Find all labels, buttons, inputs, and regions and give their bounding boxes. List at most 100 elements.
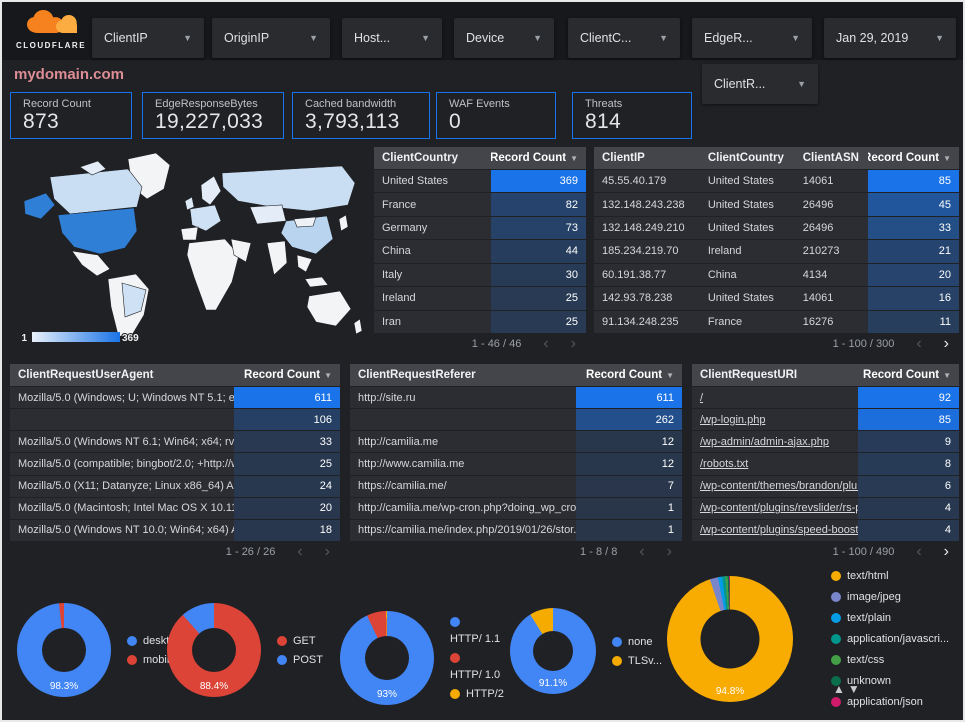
table-row: 45.55.40.179 United States 14061 85 — [594, 169, 959, 193]
dimension-cell[interactable]: /wp-content/plugins/revslider/rs-p... — [700, 502, 858, 515]
legend-sort-toggles[interactable]: ▲▼ — [833, 682, 863, 696]
dimension-cell: Mozilla/5.0 (Windows NT 10.0; Win64; x64… — [18, 524, 234, 537]
table-pagination: 1 - 26 / 26 ‹ › — [10, 541, 340, 562]
filter-host[interactable]: Host... ▼ — [342, 18, 442, 58]
dimension-cell: 4134 — [802, 268, 828, 281]
dimension-cell[interactable]: /wp-content/themes/brandon/plu... — [700, 480, 858, 493]
column-header[interactable]: ClientCountry — [382, 152, 459, 164]
next-page-icon[interactable]: › — [943, 334, 949, 352]
table-row: http://site.ru 611 — [350, 386, 682, 409]
dimension-cell[interactable]: / — [700, 391, 704, 404]
metric-cell: 24 — [234, 475, 340, 497]
dimension-cell: http://camilia.me/wp-cron.php?doing_wp_c… — [358, 502, 576, 515]
dimension-cell[interactable]: /wp-content/plugins/speed-booste... — [700, 524, 858, 537]
page-title: mydomain.com — [14, 66, 125, 83]
chevron-down-icon: ▼ — [935, 33, 944, 43]
legend-item[interactable]: TLSv... — [612, 655, 662, 667]
column-header[interactable]: Record Count ▼ — [586, 369, 674, 381]
table-row: 132.148.243.238 United States 26496 45 — [594, 192, 959, 216]
legend-item[interactable]: HTTP/ 1.0 — [450, 652, 512, 681]
dimension-cell[interactable]: /robots.txt — [700, 457, 749, 470]
date-range-picker[interactable]: Jan 29, 2019 ▼ — [824, 18, 956, 58]
dimension-cell: France — [382, 198, 417, 211]
legend-item[interactable]: text/html — [831, 570, 949, 582]
cloudflare-logo: CLOUDFLARE — [14, 9, 88, 50]
column-header[interactable]: Record Count ▼ — [490, 152, 578, 164]
column-header[interactable]: Record Count ▼ — [244, 369, 332, 381]
legend-item[interactable]: HTTP/ 1.1 — [450, 616, 512, 645]
filter-originip-label: OriginIP — [224, 31, 270, 45]
column-header[interactable]: Record Count ▼ — [867, 152, 951, 164]
legend-item[interactable]: text/plain — [831, 612, 949, 624]
legend-label: none — [628, 635, 653, 648]
legend-dot — [831, 655, 841, 665]
scorecard-value: 0 — [449, 110, 461, 133]
filter-originip[interactable]: OriginIP ▼ — [212, 18, 330, 58]
table-row: Italy 30 — [374, 262, 586, 287]
legend-item[interactable]: none — [612, 636, 662, 648]
legend-label: unknown — [847, 675, 892, 687]
table-row: Mozilla/5.0 (Macintosh; Intel Mac OS X 1… — [10, 496, 340, 519]
table-pagination: 1 - 100 / 490 ‹ › — [692, 541, 959, 562]
dimension-cell: 210273 — [802, 245, 840, 258]
legend-item[interactable]: unknown — [831, 675, 949, 687]
filter-clientcountry[interactable]: ClientC... ▼ — [568, 18, 680, 58]
pagination-range: 1 - 46 / 46 — [471, 337, 522, 350]
dimension-cell[interactable]: /wp-admin/admin-ajax.php — [700, 435, 830, 448]
legend-item[interactable]: application/json — [831, 696, 949, 708]
legend-dot — [831, 592, 841, 602]
legend-item[interactable]: POST — [277, 654, 323, 666]
sort-asc-icon[interactable]: ▲ — [833, 682, 848, 696]
dimension-cell: 45.55.40.179 — [602, 175, 667, 188]
legend-item[interactable]: GET — [277, 635, 323, 647]
method-donut-chart[interactable]: 88.4% — [167, 603, 261, 697]
legend-item[interactable]: image/jpeg — [831, 591, 949, 603]
filter-clientip[interactable]: ClientIP ▼ — [92, 18, 204, 58]
sort-desc-icon[interactable]: ▼ — [847, 682, 863, 696]
legend-dot — [831, 613, 841, 623]
next-page-icon[interactable]: › — [943, 542, 949, 560]
scorecard-label: Cached bandwidth — [305, 98, 397, 110]
legend-label: text/plain — [847, 612, 892, 624]
dimension-cell: Iran — [382, 315, 401, 328]
column-header[interactable]: Record Count ▼ — [863, 369, 951, 381]
column-header[interactable]: ClientRequestUserAgent — [18, 369, 154, 381]
column-header[interactable]: ClientCountry — [707, 152, 784, 164]
scorecard-label: Threats — [585, 98, 623, 110]
table-row: Mozilla/5.0 (Windows NT 10.0; Win64; x64… — [10, 518, 340, 541]
legend-item[interactable]: application/javascri... — [831, 633, 949, 645]
legend-dot — [127, 654, 137, 665]
device-donut-chart[interactable]: 98.3% — [17, 603, 111, 697]
dimension-cell: 16276 — [802, 315, 834, 328]
filter-device[interactable]: Device ▼ — [454, 18, 554, 58]
slice-percent-label: 93% — [376, 689, 397, 700]
protocol-donut-chart[interactable]: 93% — [340, 611, 434, 705]
content-type-donut-chart[interactable]: 94.8% — [667, 576, 793, 702]
metric-cell: 16 — [867, 287, 959, 310]
column-header[interactable]: ClientASN — [802, 152, 859, 164]
table-row: China 44 — [374, 239, 586, 263]
dimension-cell: 132.148.249.210 — [602, 222, 685, 235]
column-header[interactable]: ClientRequestURI — [700, 369, 798, 381]
legend-item[interactable]: HTTP/2 — [450, 688, 512, 700]
prev-page-icon: ‹ — [543, 334, 549, 352]
filter-clientrequest[interactable]: ClientR... ▼ — [702, 64, 818, 104]
svg-text:369: 369 — [122, 333, 139, 344]
metric-cell: 85 — [857, 409, 959, 431]
dimension-cell[interactable]: /wp-login.php — [700, 413, 766, 426]
legend-label: TLSv... — [628, 654, 663, 667]
geo-map-chart[interactable]: 1 369 — [10, 147, 372, 354]
column-header[interactable]: ClientRequestReferer — [358, 369, 476, 381]
table-row: Ireland 25 — [374, 286, 586, 310]
column-header[interactable]: ClientIP — [602, 152, 645, 164]
table-row: /wp-login.php 85 — [692, 408, 959, 431]
tls-donut-chart[interactable]: 91.1% — [510, 608, 596, 694]
dimension-cell: 14061 — [802, 292, 834, 305]
legend-label: application/javascri... — [847, 633, 950, 645]
legend-item[interactable]: text/css — [831, 654, 949, 666]
metric-cell: 85 — [867, 170, 959, 193]
table-row: /wp-content/themes/brandon/plu... 6 — [692, 474, 959, 497]
filter-edgeresponse[interactable]: EdgeR... ▼ — [692, 18, 812, 58]
metric-cell: 92 — [857, 387, 959, 409]
